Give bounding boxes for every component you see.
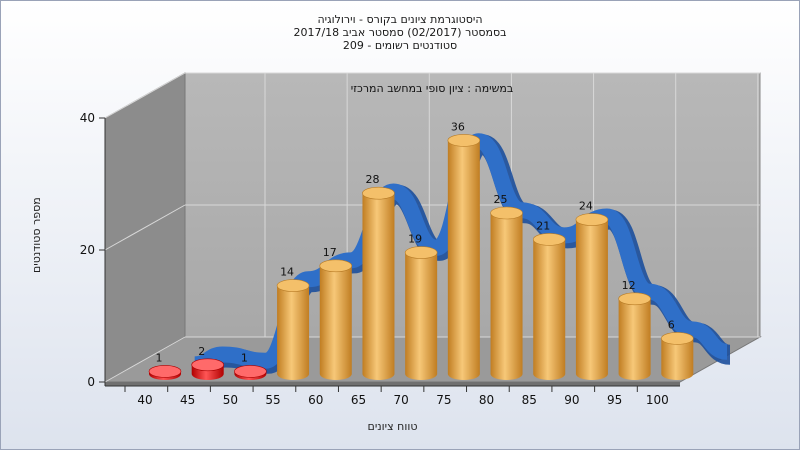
bar-body <box>319 265 352 380</box>
x-tick-label: 90 <box>564 393 579 407</box>
bar-body <box>277 285 310 380</box>
bar-body <box>490 213 523 380</box>
bar-55: 14 <box>276 266 310 380</box>
bar-95: 12 <box>618 279 651 380</box>
bar-value-label: 1 <box>156 351 163 364</box>
y-tick-label: 0 <box>87 375 95 389</box>
bar-value-label: 21 <box>536 219 550 232</box>
x-axis-label: טווח ציונים <box>367 420 418 433</box>
x-tick-label: 100 <box>646 393 669 407</box>
chart-subtitle-students: סטודנטים רשומים - 209 <box>342 39 458 52</box>
bar-value-label: 14 <box>280 266 294 279</box>
bar-body <box>575 219 608 380</box>
bar-top <box>148 365 182 378</box>
bar-top <box>618 292 651 306</box>
bar-top <box>191 358 224 372</box>
x-tick-label: 70 <box>394 393 409 407</box>
bar-top <box>276 279 310 292</box>
bar-body <box>447 140 480 380</box>
bar-top <box>362 186 395 200</box>
bar-value-label: 24 <box>579 200 593 213</box>
bar-top <box>661 332 694 345</box>
bar-body <box>618 298 651 380</box>
bar-value-label: 6 <box>668 318 675 331</box>
bar-value-label: 1 <box>241 351 248 364</box>
x-tick-label: 85 <box>522 393 537 407</box>
y-tick-label: 20 <box>80 243 95 257</box>
chart-subtitle-semester: בסמסטר (02/2017) סמסטר אביב 2017/18 <box>293 26 507 39</box>
y-axis-label: מספר סטודנטים <box>30 197 43 273</box>
bar-top <box>404 246 438 259</box>
bar-value-label: 12 <box>622 279 636 292</box>
bar-top <box>234 365 267 378</box>
bar-value-label: 2 <box>198 345 205 358</box>
bar-80: 25 <box>490 193 523 380</box>
bar-top <box>532 233 566 246</box>
grid-line-side <box>104 72 186 119</box>
bar-top <box>575 213 609 226</box>
x-tick-label: 80 <box>479 393 494 407</box>
bar-body <box>362 193 395 380</box>
bar-top <box>319 259 353 273</box>
x-tick-label: 95 <box>607 393 622 407</box>
x-tick-label: 55 <box>265 393 280 407</box>
x-tick-label: 60 <box>308 393 323 407</box>
x-tick-label: 65 <box>351 393 366 407</box>
bar-body <box>661 338 694 380</box>
bar-value-label: 25 <box>494 193 508 206</box>
chart-title: היסטוגרמת ציונים בקורס - וירולוגיה <box>317 13 483 26</box>
bar-75: 36 <box>447 120 481 380</box>
x-tick-label: 75 <box>436 393 451 407</box>
bar-top <box>447 134 481 147</box>
bar-50: 1 <box>234 351 267 380</box>
chart-annotation: במשימה : ציון סופי במחשב המרכזי <box>351 82 514 95</box>
bar-value-label: 28 <box>365 173 379 186</box>
floor-edge <box>105 382 680 386</box>
bar-85: 21 <box>532 219 566 380</box>
bar-45: 2 <box>191 345 224 380</box>
x-tick-label: 45 <box>180 393 195 407</box>
x-tick-label: 40 <box>137 393 152 407</box>
bar-value-label: 17 <box>323 246 337 259</box>
bar-top <box>490 206 523 220</box>
bar-value-label: 36 <box>451 120 465 133</box>
grid-line-side <box>104 204 186 251</box>
x-tick-label: 50 <box>223 393 238 407</box>
grid-line-side <box>104 336 186 383</box>
y-tick-label: 40 <box>80 111 95 125</box>
bar-body <box>533 239 566 380</box>
bar-65: 28 <box>362 173 395 380</box>
bar-body <box>405 252 438 380</box>
bar-100: 6 <box>661 318 694 380</box>
bar-60: 17 <box>319 246 353 380</box>
bar-90: 24 <box>575 200 609 380</box>
bar-value-label: 19 <box>408 233 422 246</box>
bar-70: 19 <box>404 233 438 380</box>
bar-40: 1 <box>148 351 182 380</box>
